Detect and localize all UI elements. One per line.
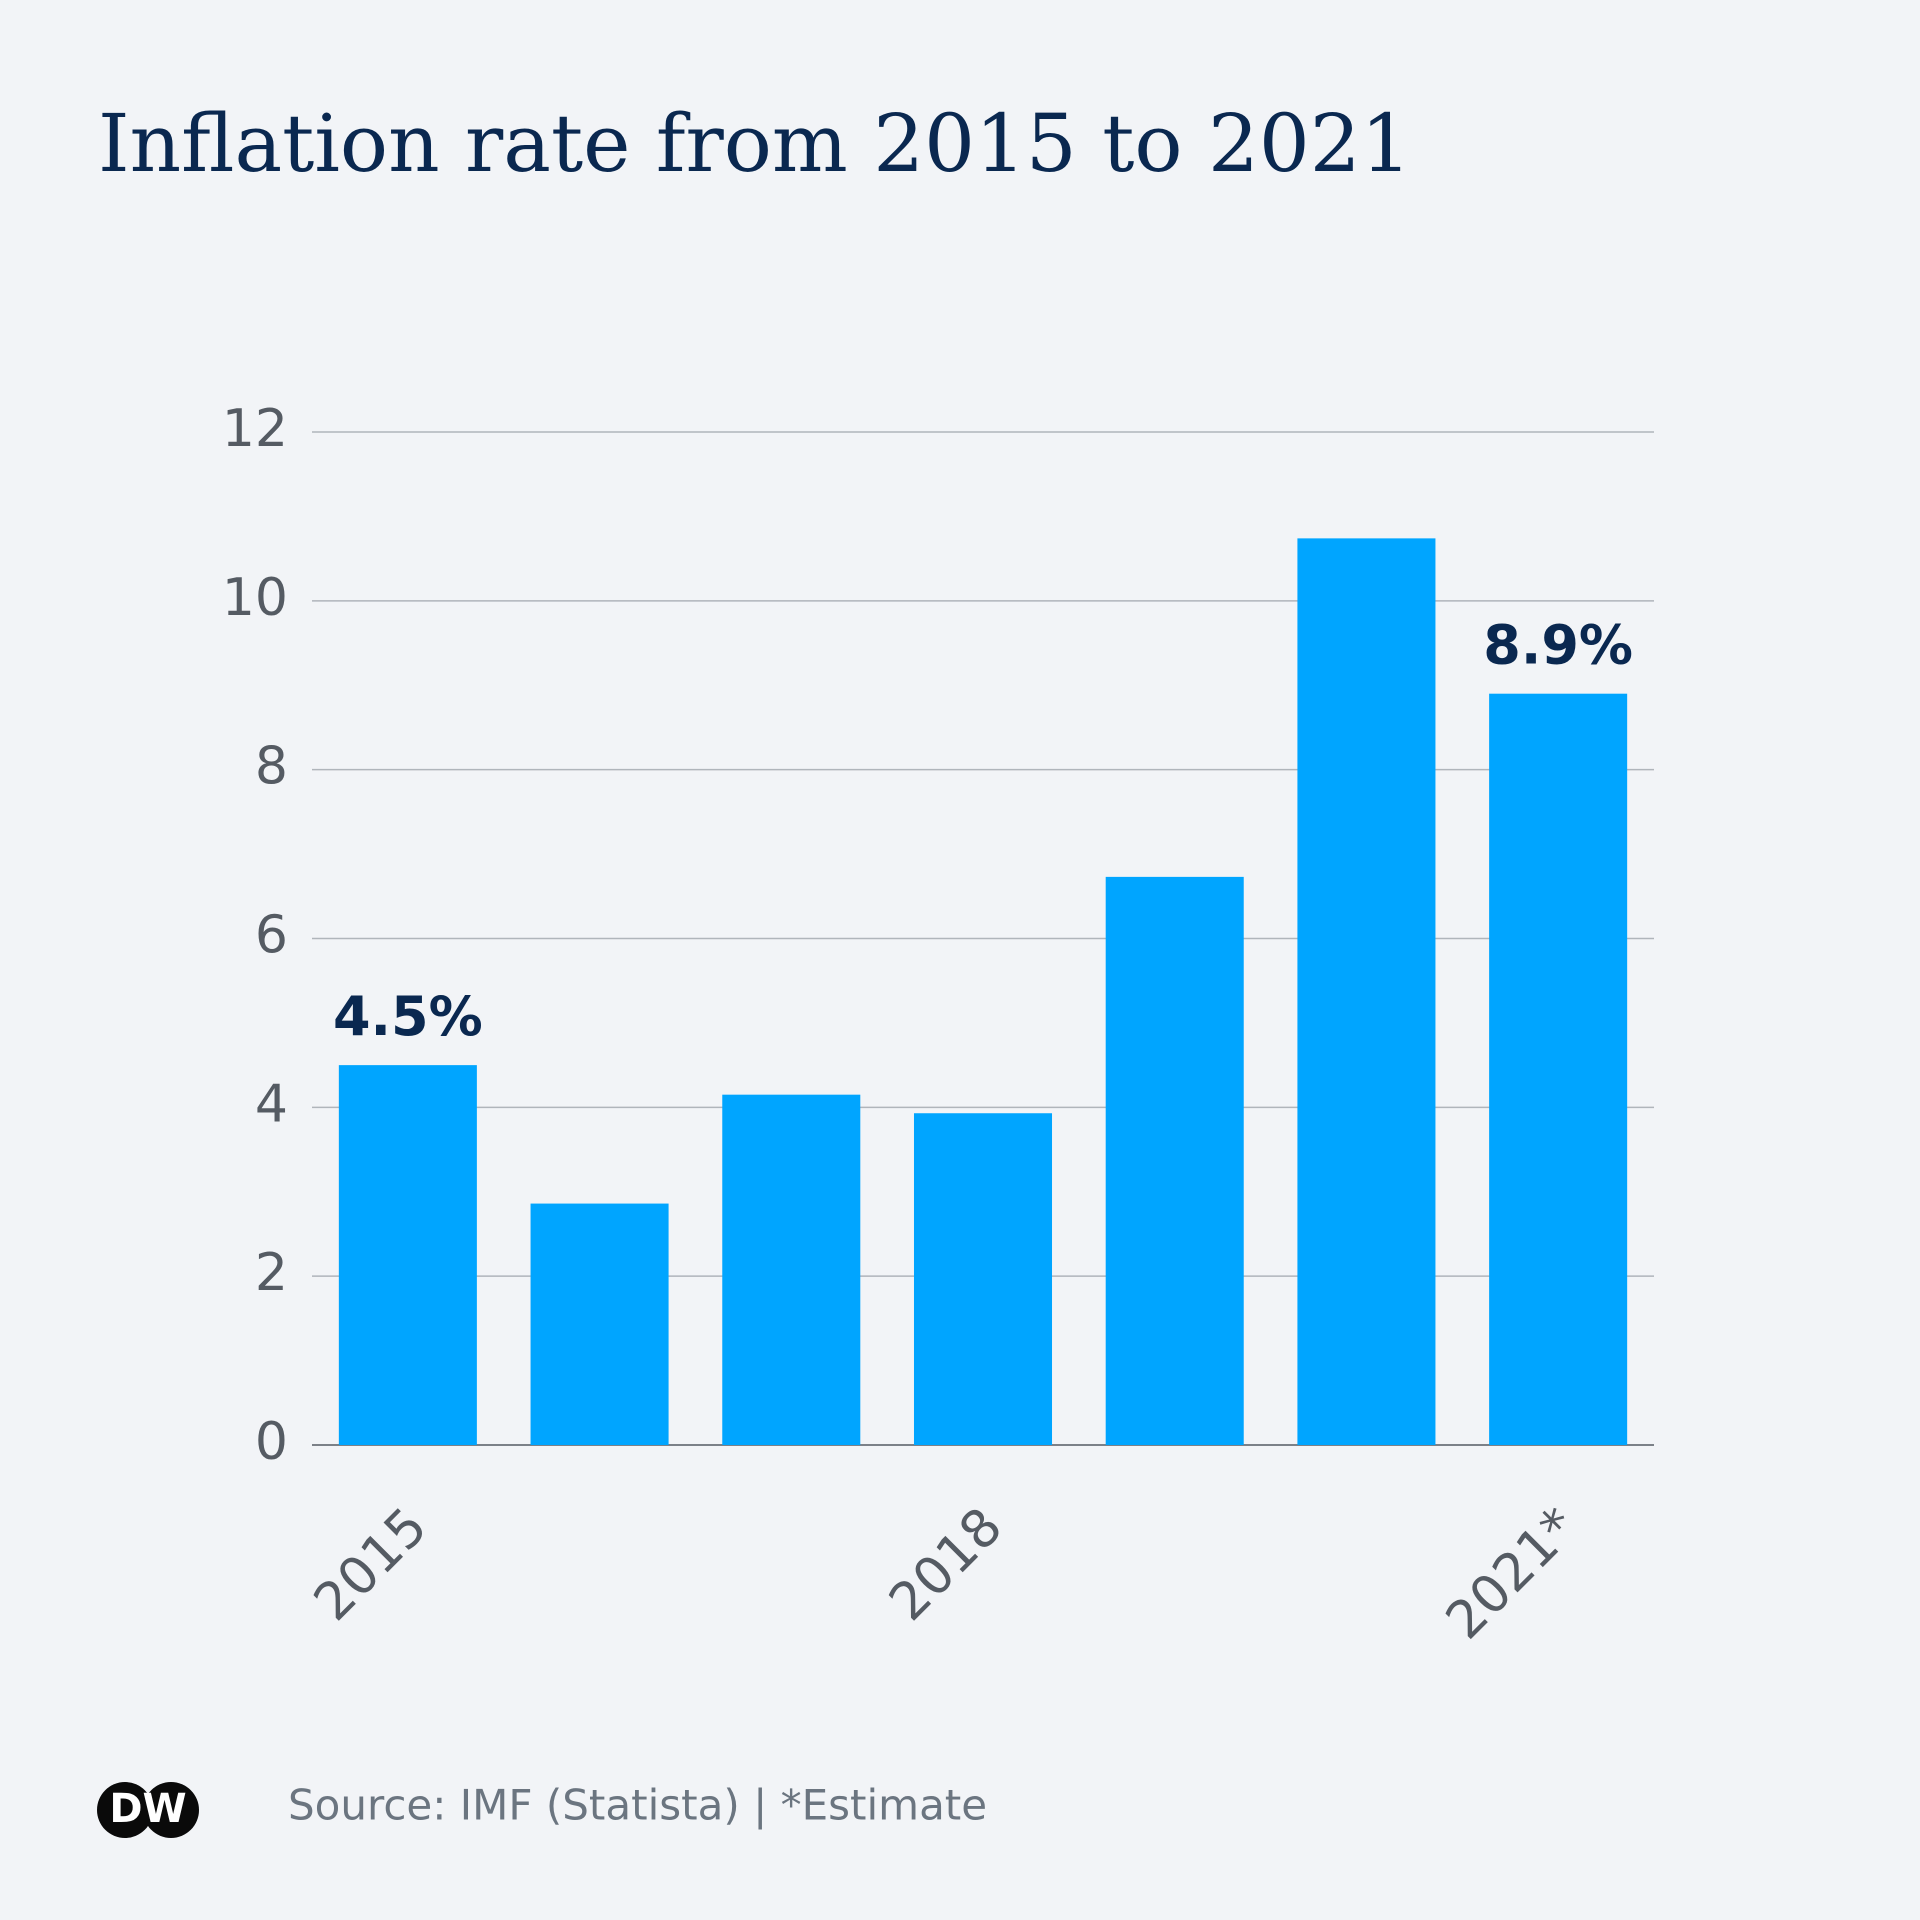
bar (913, 1113, 1053, 1445)
y-tick-label: 0 (255, 1412, 288, 1472)
chart-title: Inflation rate from 2015 to 2021 (98, 97, 1412, 190)
y-tick-label: 8 (255, 737, 288, 797)
logo-text: DW (109, 1786, 186, 1832)
bar (1105, 876, 1244, 1445)
y-tick-label: 10 (222, 568, 288, 628)
y-tick-label: 4 (255, 1074, 288, 1134)
y-tick-label: 12 (222, 399, 288, 459)
value-label: 8.9% (1483, 614, 1633, 677)
y-tick-label: 2 (255, 1243, 288, 1303)
y-tick-label: 6 (255, 906, 288, 966)
source: Source: IMF (Statista) | *Estimate (288, 1781, 987, 1830)
bar (722, 1094, 861, 1445)
logo: DW (97, 1782, 199, 1838)
bar (530, 1203, 669, 1445)
bar (1297, 538, 1436, 1445)
bar (1489, 693, 1628, 1445)
bar (338, 1065, 477, 1445)
value-label: 4.5% (333, 985, 483, 1048)
logo-circle (97, 1782, 153, 1838)
logo-circle (143, 1782, 199, 1838)
